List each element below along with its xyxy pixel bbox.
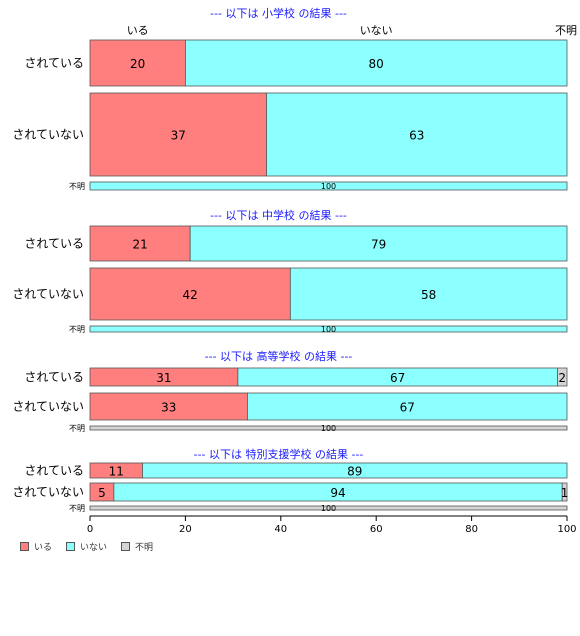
value-label-2-0-2: 2 <box>558 371 566 385</box>
value-label-1-0-1: 79 <box>371 238 386 252</box>
value-label-3-1-2: 1 <box>561 486 569 500</box>
value-label-3-2-2: 100 <box>321 504 336 513</box>
column-header-2: 不明 <box>555 24 577 37</box>
legend-label-fumei: 不明 <box>135 543 154 553</box>
legend-label-inai: いない <box>80 543 108 553</box>
value-label-2-0-1: 67 <box>390 371 405 385</box>
row-label-0-2: 不明 <box>69 182 85 191</box>
bar-segment-3-1-2 <box>561 482 568 502</box>
value-label-1-1-1: 58 <box>421 288 436 302</box>
value-label-0-0-1: 80 <box>369 57 384 71</box>
legend-swatch-fumei <box>121 542 131 551</box>
legend-swatch-iru <box>20 542 29 551</box>
row-label-0-1: されていない <box>12 128 84 142</box>
bar-segment-0-0-0 <box>89 39 186 87</box>
value-label-3-0-0: 11 <box>109 465 124 479</box>
x-tick-label-3: 60 <box>370 524 383 535</box>
value-label-2-2-2: 100 <box>321 424 336 433</box>
panel-title-1: --- 以下は 中学校 の結果 --- <box>210 208 347 222</box>
panel-title-2: --- 以下は 高等学校 の結果 --- <box>205 349 353 363</box>
bar-segment-1-2-1 <box>89 325 568 333</box>
row-label-3-1: されていない <box>12 485 84 499</box>
bar-segment-2-0-2 <box>557 367 568 387</box>
bar-segment-1-0-0 <box>89 225 191 262</box>
bar-segment-0-1-0 <box>89 92 267 177</box>
x-tick-label-2: 40 <box>274 524 287 535</box>
value-label-2-0-0: 31 <box>156 371 171 385</box>
value-label-1-0-0: 21 <box>132 238 147 252</box>
row-label-2-1: されていない <box>12 400 84 414</box>
value-label-0-2-1: 100 <box>321 182 336 191</box>
value-label-2-1-0: 33 <box>161 401 176 415</box>
x-tick-label-4: 80 <box>465 524 478 535</box>
bar-segment-0-0-1 <box>184 39 568 87</box>
row-label-3-2: 不明 <box>69 504 85 513</box>
bar-segment-2-1-1 <box>247 392 568 421</box>
bar-segment-2-2-2 <box>89 425 568 431</box>
bar-segment-0-1-1 <box>266 92 568 177</box>
legend-item-fumei: 不明 <box>121 540 153 553</box>
panel-title-3: --- 以下は 特別支援学校 の結果 --- <box>194 447 364 461</box>
value-label-3-1-0: 5 <box>98 486 106 500</box>
bar-segment-3-0-1 <box>142 462 568 479</box>
bar-segment-1-0-1 <box>189 225 568 262</box>
legend-label-iru: いる <box>34 543 53 553</box>
value-label-1-2-1: 100 <box>321 325 336 334</box>
column-header-0: いる <box>127 24 149 37</box>
value-label-2-1-1: 67 <box>400 401 415 415</box>
bar-segment-3-2-2 <box>89 505 568 511</box>
bar-segment-0-2-1 <box>89 181 568 191</box>
value-label-0-1-0: 37 <box>171 129 186 143</box>
legend-item-iru: いる <box>20 540 52 553</box>
value-label-3-1-1: 94 <box>330 486 345 500</box>
panel-title-0: --- 以下は 小学校 の結果 --- <box>210 6 347 20</box>
value-label-3-0-1: 89 <box>347 465 362 479</box>
legend: いる いない 不明 <box>20 540 153 553</box>
row-label-2-0: されている <box>24 370 84 384</box>
row-label-2-2: 不明 <box>69 424 85 433</box>
legend-item-inai: いない <box>66 540 107 553</box>
x-tick-label-0: 0 <box>87 524 93 535</box>
value-label-0-1-1: 63 <box>409 129 424 143</box>
x-tick-label-5: 100 <box>557 524 576 535</box>
column-header-1: いない <box>360 24 393 37</box>
row-label-1-1: されていない <box>12 287 84 301</box>
value-label-0-0-0: 20 <box>130 57 145 71</box>
row-label-1-0: されている <box>24 237 84 251</box>
row-label-0-0: されている <box>24 56 84 70</box>
value-label-1-1-0: 42 <box>183 288 198 302</box>
bar-segment-1-1-0 <box>89 267 291 321</box>
row-label-1-2: 不明 <box>69 325 85 334</box>
row-label-3-0: されている <box>24 464 84 478</box>
legend-swatch-inai <box>66 542 76 551</box>
x-tick-label-1: 20 <box>179 524 192 535</box>
bar-segment-1-1-1 <box>289 267 568 321</box>
